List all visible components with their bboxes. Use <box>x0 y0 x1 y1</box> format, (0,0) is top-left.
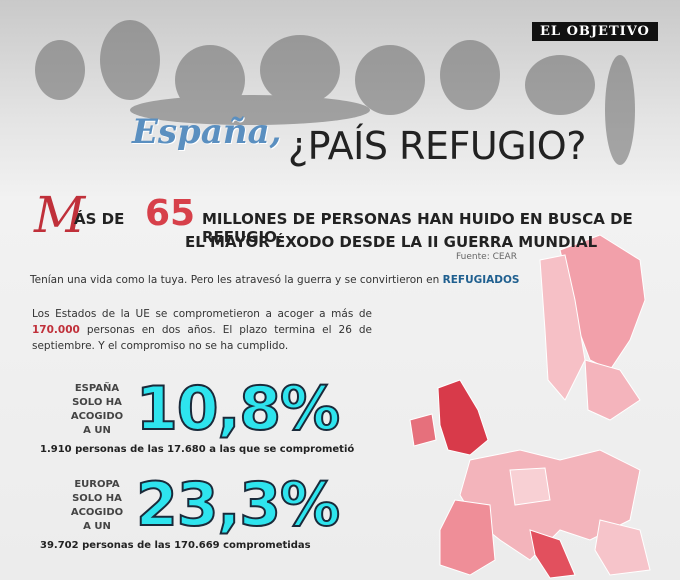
source: Fuente: CEAR <box>456 252 517 262</box>
headline-initial: M <box>34 186 86 244</box>
title: ¿PAÍS REFUGIO? <box>288 124 586 168</box>
paragraph-text: Los Estados de la UE se comprometieron a… <box>32 308 372 320</box>
stat-value: 23,3% <box>135 469 341 541</box>
paragraph-highlight: 170.000 <box>32 324 80 336</box>
title-script: España, <box>132 112 282 152</box>
stat-label-line: ACOGIDO <box>70 411 124 422</box>
stat-detail: 1.910 personas de las 17.680 a las que s… <box>40 444 355 455</box>
stat-label-line: EUROPA <box>74 479 120 490</box>
stat-value: 10,8% <box>135 373 341 445</box>
logo: EL OBJETIVO <box>532 22 658 41</box>
intro: Tenían una vida como la tuya. Pero les a… <box>30 274 519 286</box>
paragraph: Los Estados de la UE se comprometieron a… <box>32 306 372 354</box>
stat-label: ESPAÑA SOLO HA ACOGIDO A UN <box>62 382 132 438</box>
headline-line: EL MAYOR ÉXODO DESDE LA II GUERRA MUNDIA… <box>185 233 598 251</box>
eu-map <box>409 234 651 579</box>
paragraph-text: personas en dos años. El plazo termina e… <box>32 324 372 352</box>
intro-text: Tenían una vida como la tuya. Pero les a… <box>30 274 440 286</box>
stat-label-line: ACOGIDO <box>70 507 124 518</box>
crowd-photo <box>35 20 635 165</box>
headline-line: MILLONES DE PERSONAS HAN HUIDO EN BUSCA … <box>202 210 633 246</box>
headline-number: 65 <box>145 193 196 234</box>
intro-highlight: REFUGIADOS <box>442 274 520 286</box>
headline-prefix: ÁS DE <box>74 210 125 228</box>
stat-label-line: A UN <box>83 521 111 532</box>
stat-label-line: SOLO HA <box>72 397 122 408</box>
stat-label-line: ESPAÑA <box>74 383 120 394</box>
stat-label: EUROPA SOLO HA ACOGIDO A UN <box>62 478 132 534</box>
stat-label-line: SOLO HA <box>72 493 122 504</box>
stat-detail: 39.702 personas de las 170.669 compromet… <box>40 540 311 551</box>
stat-label-line: A UN <box>83 425 111 436</box>
